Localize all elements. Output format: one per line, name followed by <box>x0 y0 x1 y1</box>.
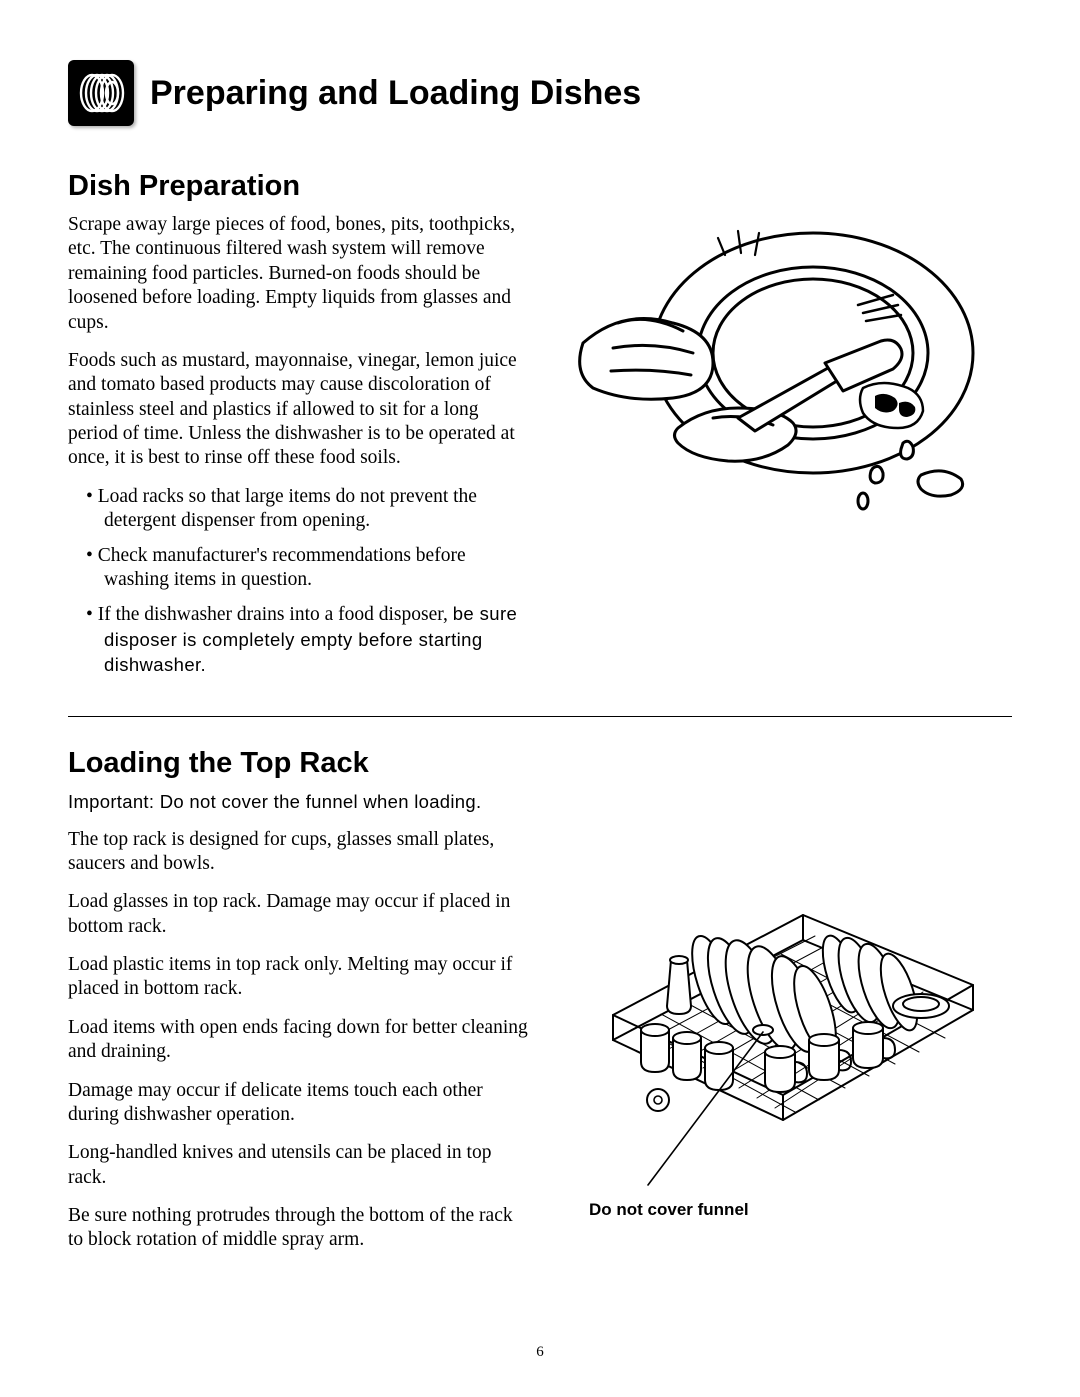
page-title: Preparing and Loading Dishes <box>150 74 641 113</box>
bullet-item: If the dishwasher drains into a food dis… <box>86 602 528 678</box>
dish-prep-para-1: Scrape away large pieces of food, bones,… <box>68 213 528 335</box>
top-rack-para: Load plastic items in top rack only. Mel… <box>68 953 528 1002</box>
dish-preparation-text: Scrape away large pieces of food, bones,… <box>68 213 528 688</box>
dish-prep-figure <box>558 213 988 688</box>
bullet-lead: If the dishwasher drains into a food dis… <box>98 604 453 625</box>
top-rack-para: Be sure nothing protrudes through the bo… <box>68 1204 528 1253</box>
top-rack-para: Long-handled knives and utensils can be … <box>68 1141 528 1190</box>
top-rack-para: The top rack is designed for cups, glass… <box>68 828 528 877</box>
top-rack-para: Load items with open ends facing down fo… <box>68 1016 528 1065</box>
top-rack-row: Important: Do not cover the funnel when … <box>68 790 1012 1266</box>
top-rack-para: Damage may occur if delicate items touch… <box>68 1079 528 1128</box>
dish-preparation-row: Scrape away large pieces of food, bones,… <box>68 213 1012 688</box>
dish-prep-para-2: Foods such as mustard, mayonnaise, vineg… <box>68 349 528 471</box>
section-dish-preparation-title: Dish Preparation <box>68 170 1012 203</box>
top-rack-illustration <box>553 830 993 1190</box>
dishes-icon <box>68 60 134 126</box>
top-rack-para: Load glasses in top rack. Damage may occ… <box>68 890 528 939</box>
top-rack-figure-col: Do not cover funnel <box>558 790 988 1266</box>
page-number: 6 <box>0 1344 1080 1361</box>
page-header: Preparing and Loading Dishes <box>68 60 1012 126</box>
scraping-plate-illustration <box>563 213 983 523</box>
top-rack-figure: Do not cover funnel <box>553 830 993 1220</box>
section-top-rack-title: Loading the Top Rack <box>68 747 1012 780</box>
top-rack-text: Important: Do not cover the funnel when … <box>68 790 528 1266</box>
bullet-item: Check manufacturer's recommendations bef… <box>86 544 528 593</box>
dish-prep-bullets: Load racks so that large items do not pr… <box>86 485 528 679</box>
bullet-item: Load racks so that large items do not pr… <box>86 485 528 534</box>
section-divider <box>68 716 1012 717</box>
rack-caption: Do not cover funnel <box>589 1200 749 1220</box>
top-rack-important: Important: Do not cover the funnel when … <box>68 790 528 813</box>
